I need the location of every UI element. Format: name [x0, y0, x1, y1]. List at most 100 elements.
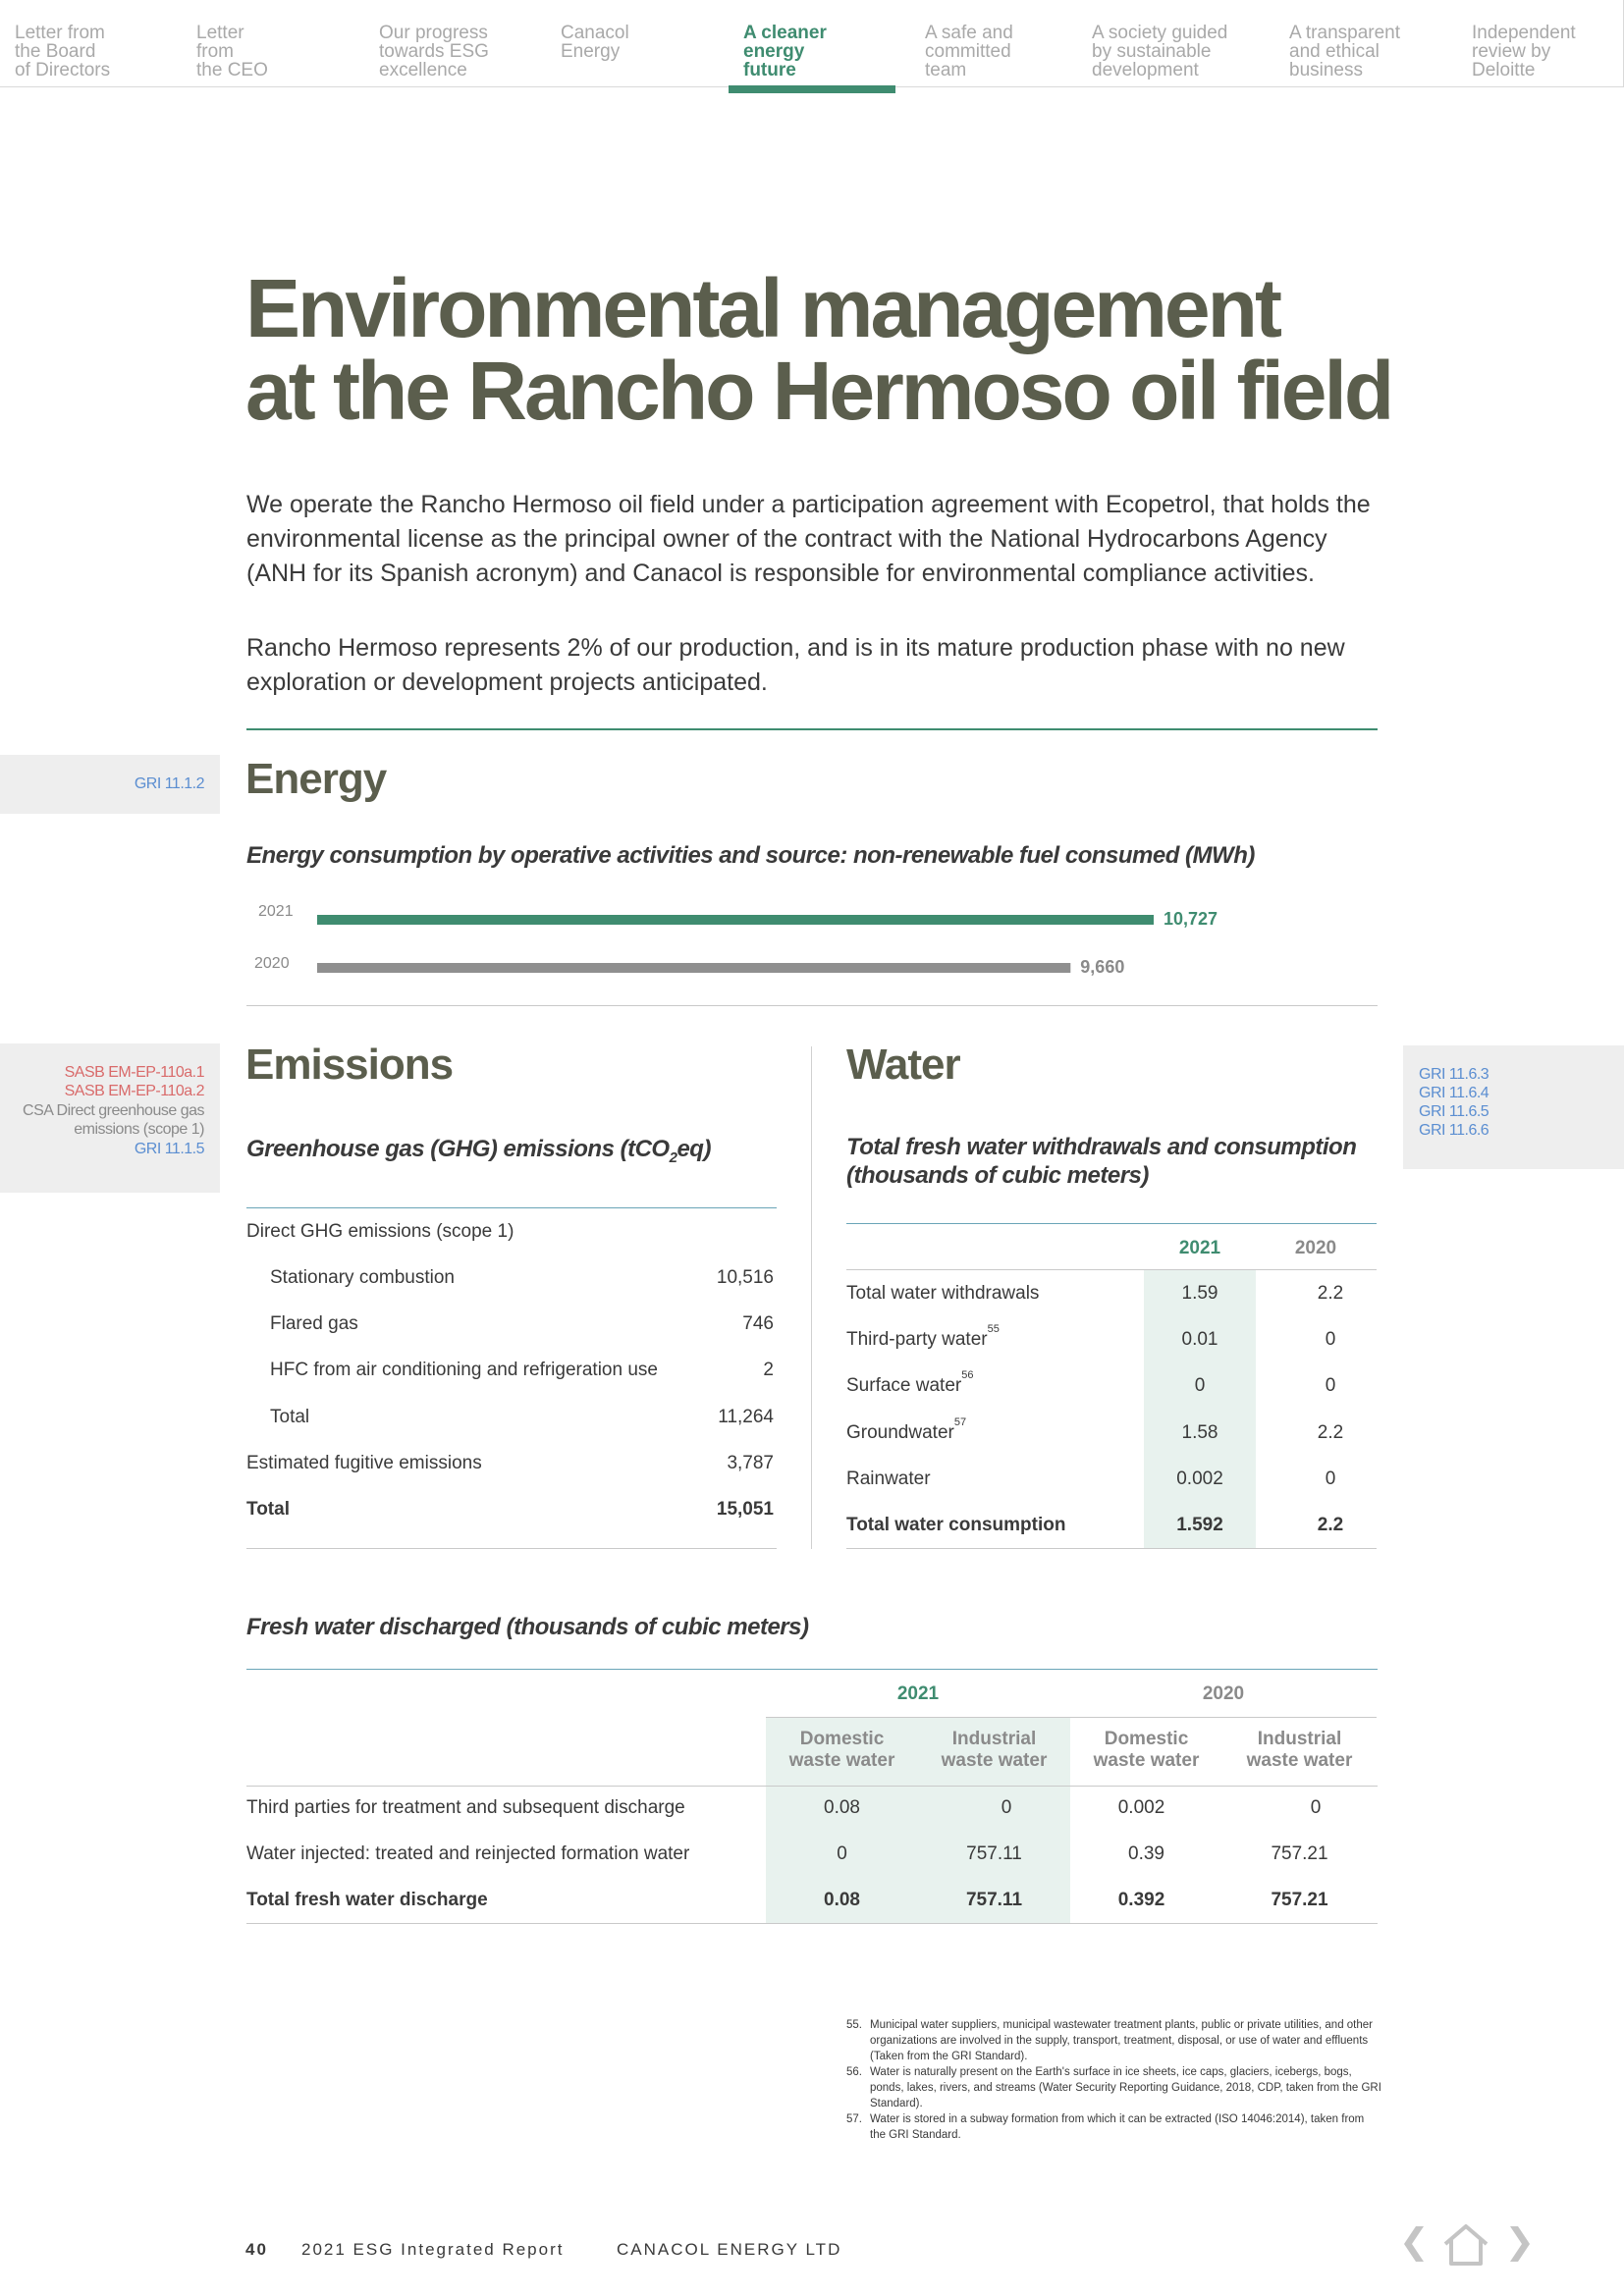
- ghg-table-title: Greenhouse gas (GHG) emissions (tCO2eq): [246, 1135, 711, 1172]
- nav-item-safe-team[interactable]: A safe and committed team: [925, 23, 1013, 80]
- ghg-title-suffix: eq): [677, 1136, 711, 1162]
- table-row-label: Flared gas: [270, 1313, 358, 1334]
- table-cell-domestic-2021: 0: [837, 1843, 847, 1864]
- table-cell-industrial-2020: 757.21: [1271, 1843, 1328, 1864]
- gri-tag[interactable]: GRI 11.6.4: [1419, 1085, 1489, 1101]
- table-cell-2020: 0: [1325, 1329, 1336, 1350]
- table-cell-2020: 0: [1325, 1375, 1336, 1396]
- energy-bottom-rule: [246, 1005, 1378, 1006]
- footnote-ref-56[interactable]: 56: [961, 1368, 974, 1381]
- table-row-label: Rainwater: [846, 1468, 931, 1489]
- intro-paragraph-1: We operate the Rancho Hermoso oil field …: [246, 491, 1371, 587]
- table-cell-2021: 1.592: [1176, 1515, 1223, 1535]
- bar-category-label-0: 2021: [258, 903, 294, 920]
- table-row-value: 10,516: [716, 1267, 774, 1288]
- discharge-header-rule: [246, 1786, 1378, 1787]
- table-row-value: 11,264: [718, 1407, 774, 1427]
- top-navigation: Letter from the Board of Directors Lette…: [0, 0, 1624, 93]
- footnote-ref-55[interactable]: 55: [987, 1322, 1000, 1335]
- bar-category-label-1: 2020: [254, 955, 290, 972]
- page-number: 40: [245, 2240, 268, 2259]
- table-cell-industrial-2021: 757.11: [965, 1890, 1023, 1910]
- water-header-rule: [846, 1269, 1377, 1270]
- column-header-2021: 2021: [896, 1683, 940, 1704]
- table-cell-2020: 2.2: [1317, 1422, 1344, 1443]
- table-row-value: 2: [763, 1360, 774, 1380]
- nav-item-letter-ceo[interactable]: Letter from the CEO: [196, 23, 268, 80]
- column-header-2021: 2021: [1178, 1238, 1221, 1258]
- table-cell-domestic-2021: 0.08: [824, 1890, 860, 1910]
- discharge-table-top-rule: [246, 1669, 1378, 1670]
- nav-item-transparent-business[interactable]: A transparent and ethical business: [1289, 23, 1401, 80]
- sasb-tag[interactable]: SASB EM-EP-110a.2: [64, 1083, 205, 1099]
- table-row-label: Total water withdrawals: [846, 1283, 1040, 1304]
- nav-item-esg-progress[interactable]: Our progress towards ESG excellence: [379, 23, 489, 80]
- section-divider: [246, 728, 1378, 730]
- footnote-56: 56. Water is naturally present on the Ear…: [846, 2066, 1381, 2109]
- bar-value-label-0: 10,727: [1164, 909, 1218, 929]
- discharge-2021-column-shade: [766, 1718, 1070, 1924]
- energy-bar-chart: 2021 10,727 2020 9,660: [254, 903, 1218, 977]
- energy-tag-box: GRI 11.1.2: [0, 755, 220, 814]
- table-row-label: Water injected: treated and reinjected f…: [246, 1843, 690, 1864]
- column-header-2020: 2020: [1202, 1683, 1245, 1704]
- water-tag-box: GRI 11.6.3 GRI 11.6.4 GRI 11.6.5 GRI 11.…: [1403, 1045, 1624, 1169]
- column-divider: [811, 1046, 812, 1549]
- footnotes: 55. Municipal water suppliers, municipal …: [846, 2017, 1381, 2143]
- subheader-domestic-2020: Domestic waste water: [1093, 1729, 1200, 1771]
- table-row-label-total: Total fresh water discharge: [246, 1890, 488, 1910]
- table-cell-2020: 0: [1325, 1468, 1336, 1489]
- ghg-table-top-rule: [246, 1207, 777, 1208]
- table-cell-industrial-2021: 0: [1001, 1797, 1012, 1818]
- nav-item-deloitte-review[interactable]: Independent review by Deloitte: [1472, 23, 1576, 80]
- intro-paragraph-2: Rancho Hermoso represents 2% of our prod…: [246, 634, 1345, 696]
- table-row-value-total: 15,051: [716, 1499, 774, 1520]
- csa-tag[interactable]: CSA Direct greenhouse gas emissions (sco…: [23, 1102, 204, 1138]
- company-name: CANACOL ENERGY LTD: [617, 2240, 842, 2259]
- chevron-left-icon[interactable]: [1396, 2220, 1432, 2268]
- table-cell-domestic-2021: 0.08: [824, 1797, 860, 1818]
- nav-item-canacol-energy[interactable]: Canacol Energy: [561, 23, 629, 62]
- subheader-domestic-2021: Domestic waste water: [788, 1729, 895, 1771]
- gri-tag[interactable]: GRI 11.6.6: [1419, 1122, 1489, 1139]
- page-title: Environmental management at the Rancho H…: [245, 262, 1394, 437]
- water-heading: Water: [846, 1041, 961, 1089]
- table-cell-domestic-2020: 0.002: [1117, 1797, 1165, 1818]
- nav-item-letter-board[interactable]: Letter from the Board of Directors: [15, 23, 111, 80]
- footnote-ref-57[interactable]: 57: [953, 1415, 967, 1428]
- nav-item-cleaner-energy[interactable]: A cleaner energy future: [743, 23, 827, 80]
- table-row-value: 746: [742, 1313, 774, 1334]
- home-icon[interactable]: [1439, 2220, 1494, 2268]
- subheader-industrial-2020: Industrial waste water: [1246, 1729, 1353, 1771]
- page-navigation: [1396, 2220, 1543, 2274]
- table-row-label: Third-party water55: [846, 1322, 1000, 1350]
- nav-item-society[interactable]: A society guided by sustainable developm…: [1092, 23, 1228, 80]
- emissions-heading: Emissions: [245, 1041, 454, 1089]
- footnote-55: 55. Municipal water suppliers, municipal …: [846, 2019, 1373, 2062]
- ghg-title-subscript: 2: [669, 1148, 677, 1166]
- table-row-value: 3,787: [727, 1453, 774, 1473]
- bar-2020: [317, 963, 1071, 973]
- discharge-table-title: Fresh water discharged (thousands of cub…: [246, 1614, 809, 1640]
- water-2021-column-shade: [1144, 1270, 1256, 1548]
- table-cell-2020: 2.2: [1317, 1515, 1344, 1535]
- table-cell-2021: 0.002: [1176, 1468, 1223, 1489]
- table-cell-industrial-2021: 757.11: [966, 1843, 1022, 1864]
- table-cell-2020: 2.2: [1317, 1283, 1344, 1304]
- table-row-label: Estimated fugitive emissions: [246, 1453, 482, 1473]
- table-cell-2021: 1.58: [1181, 1422, 1218, 1443]
- gri-tag[interactable]: GRI 11.1.2: [134, 775, 205, 792]
- sasb-tag[interactable]: SASB EM-EP-110a.1: [64, 1064, 205, 1081]
- table-row-label-total: Total: [246, 1499, 290, 1520]
- gri-tag[interactable]: GRI 11.1.5: [134, 1141, 205, 1157]
- water-table-title: Total fresh water withdrawals and consum…: [846, 1134, 1357, 1189]
- gri-tag[interactable]: GRI 11.6.5: [1419, 1103, 1489, 1120]
- subheader-industrial-2021: Industrial waste water: [941, 1729, 1048, 1771]
- table-row-label: Third parties for treatment and subseque…: [246, 1797, 685, 1818]
- chevron-right-icon[interactable]: [1502, 2220, 1538, 2268]
- water-table-bottom-rule: [846, 1548, 1377, 1549]
- gri-tag[interactable]: GRI 11.6.3: [1419, 1066, 1489, 1083]
- column-header-2020: 2020: [1294, 1238, 1337, 1258]
- report-name: 2021 ESG Integrated Report: [301, 2240, 565, 2259]
- active-tab-indicator: [729, 85, 895, 93]
